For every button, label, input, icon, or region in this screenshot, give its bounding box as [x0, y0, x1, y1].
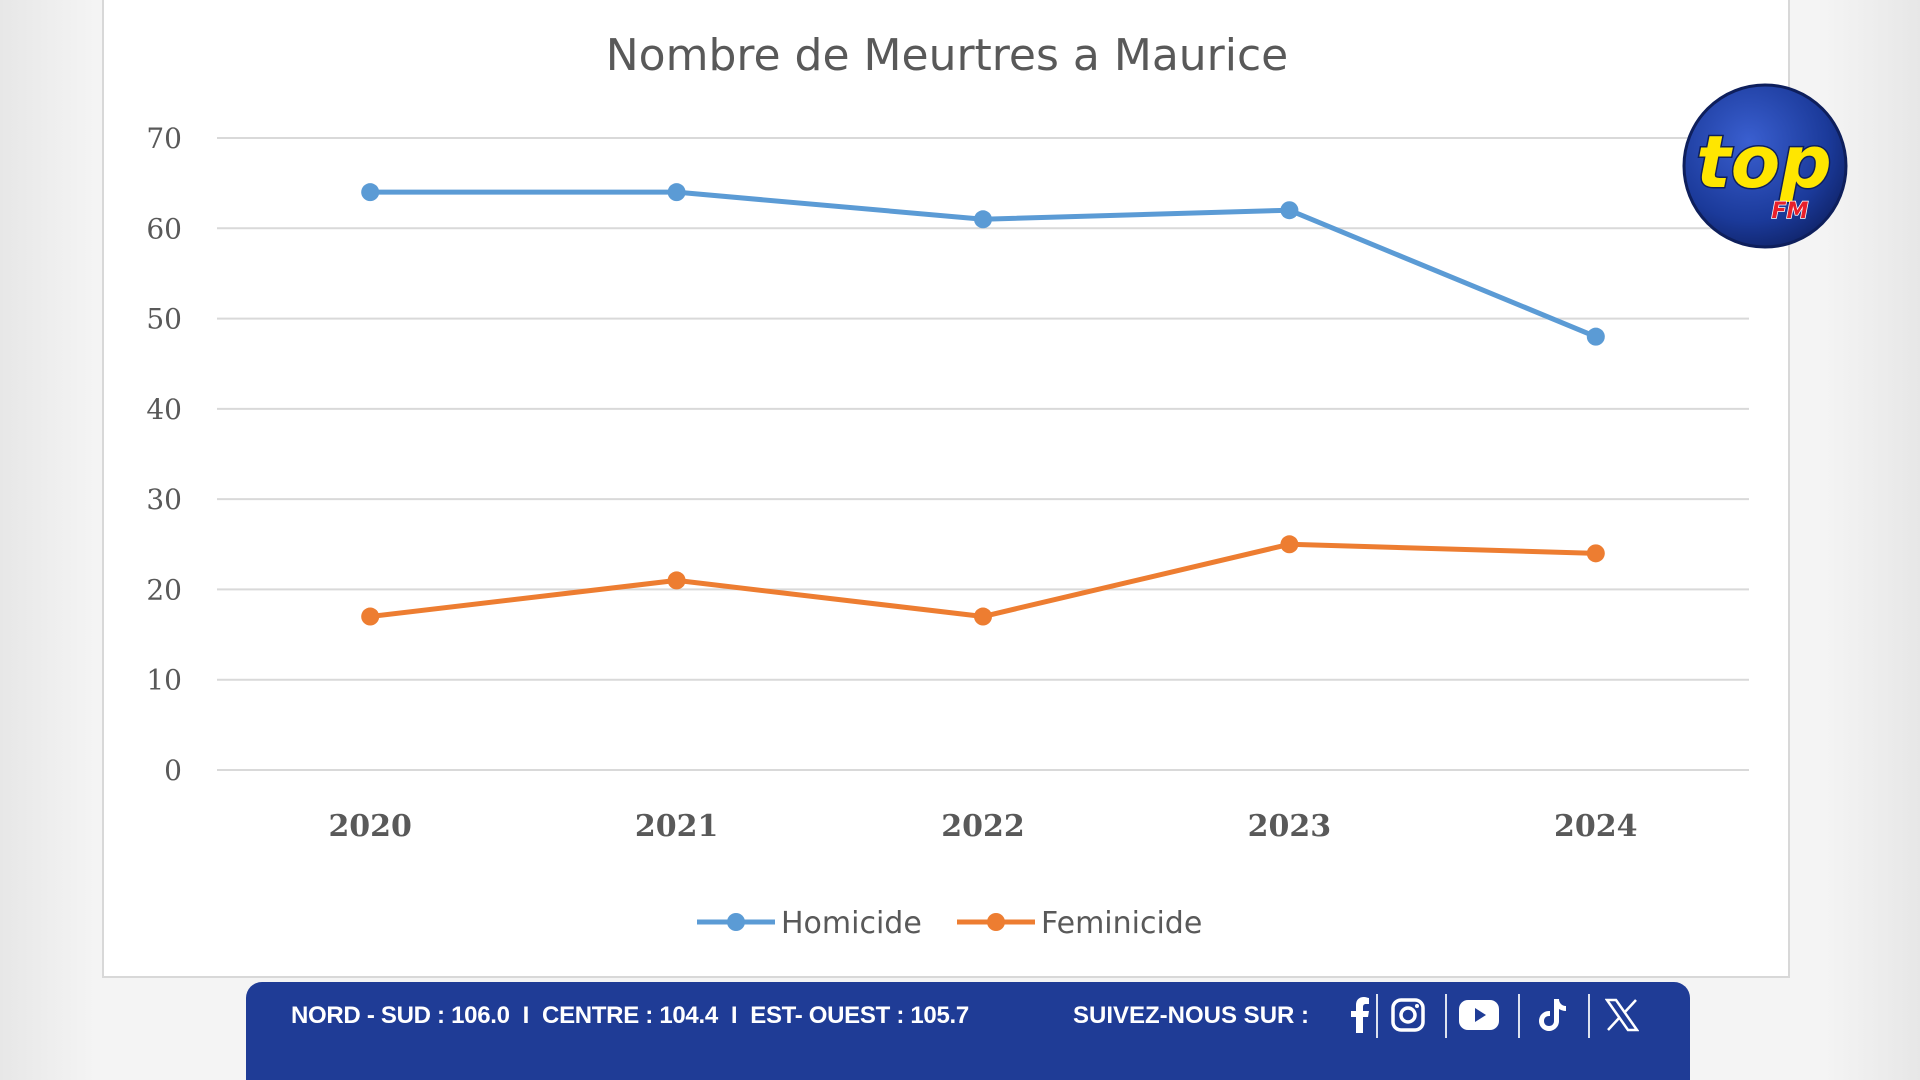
legend-label-homicide: Homicide [781, 906, 922, 941]
divider [1376, 994, 1378, 1038]
data-point-homicide [974, 210, 992, 229]
divider [1588, 994, 1590, 1038]
y-tick-label: 0 [164, 754, 182, 787]
chart-frame: Nombre de Meurtres a Maurice 0 10 20 30 40 50… [102, 0, 1790, 978]
facebook-icon[interactable] [1332, 990, 1388, 1040]
x-tick-label: 2021 [635, 809, 719, 844]
data-point-homicide [667, 183, 686, 202]
logo-text: top [1696, 120, 1831, 204]
data-point-feminicide [1586, 544, 1605, 563]
y-tick-label: 30 [146, 483, 182, 516]
youtube-icon[interactable] [1451, 990, 1507, 1040]
tiktok-icon[interactable] [1524, 990, 1580, 1040]
x-icon[interactable] [1594, 990, 1650, 1040]
x-tick-label: 2024 [1554, 809, 1638, 844]
logo-subtext: FM [1772, 199, 1809, 224]
data-point-feminicide [667, 571, 686, 590]
data-point-feminicide [361, 607, 380, 626]
legend-marker-feminicide [987, 913, 1005, 931]
y-tick-label: 40 [146, 393, 182, 426]
y-tick-label: 70 [146, 122, 182, 155]
series-line-feminicide [369, 541, 1596, 620]
legend-label-feminicide: Feminicide [1041, 906, 1202, 941]
legend-marker-homicide [727, 913, 745, 931]
x-tick-label: 2020 [328, 809, 412, 844]
top-fm-logo: top FM [1682, 83, 1848, 249]
frequency-nord-sud: NORD - SUD : 106.0 [291, 1002, 510, 1029]
data-point-homicide [1280, 201, 1299, 220]
frequency-centre: CENTRE : 104.4 [542, 1002, 718, 1029]
line-chart: Nombre de Meurtres a Maurice 0 10 20 30 40 50… [146, 30, 1749, 941]
instagram-icon[interactable] [1380, 990, 1436, 1040]
follow-label: SUIVEZ-NOUS SUR : [1073, 1002, 1310, 1029]
data-point-homicide [1586, 327, 1605, 346]
y-tick-label: 60 [146, 212, 182, 245]
data-point-homicide [361, 183, 380, 202]
chart-title: Nombre de Meurtres a Maurice [606, 30, 1289, 81]
divider [1518, 994, 1520, 1038]
y-tick-label: 50 [146, 303, 182, 336]
frequency-est-ouest: EST- OUEST : 105.7 [750, 1002, 969, 1029]
separator: I [730, 1002, 738, 1029]
y-tick-label: 20 [146, 573, 182, 606]
data-point-feminicide [1280, 535, 1299, 554]
data-point-feminicide [974, 607, 992, 626]
divider [1445, 994, 1447, 1038]
footer-banner: NORD - SUD : 106.0 I CENTRE : 104.4 I EST- O… [246, 982, 1690, 1080]
y-tick-label: 10 [146, 664, 182, 697]
x-tick-label: 2023 [1248, 809, 1332, 844]
x-tick-label: 2022 [941, 809, 1025, 844]
separator: I [522, 1002, 530, 1029]
frequency-list: NORD - SUD : 106.0 I CENTRE : 104.4 I EST- O… [291, 1002, 969, 1030]
